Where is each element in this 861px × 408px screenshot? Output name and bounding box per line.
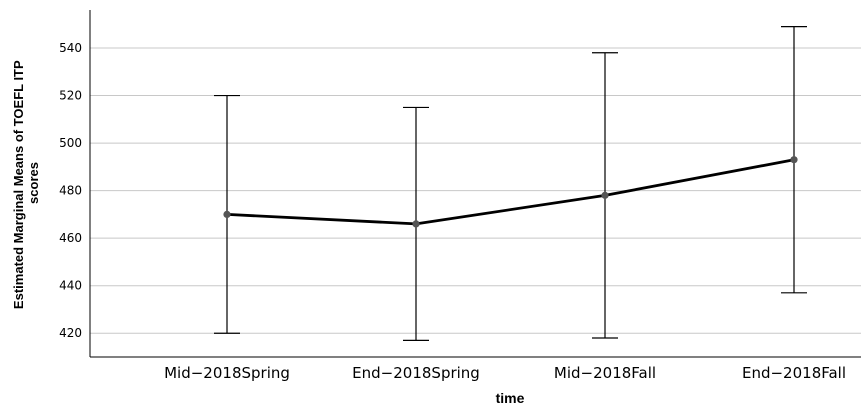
y-tick-label: 460 (59, 231, 82, 245)
y-axis-title: Estimated Marginal Means of TOEFL ITP sc… (11, 57, 41, 309)
y-tick-label: 480 (59, 184, 82, 198)
x-category-label: End−2018Spring (352, 364, 480, 382)
data-point (601, 191, 609, 199)
y-tick-labels: 420 440 460 480 500 520 540 (59, 41, 82, 340)
x-category-label: End−2018Fall (742, 364, 846, 382)
x-category-labels: Mid−2018Spring End−2018Spring Mid−2018Fall… (164, 364, 846, 382)
error-bars (214, 26, 807, 341)
y-axis-title-line-1: Estimated Marginal Means of TOEFL ITP (11, 60, 26, 309)
y-tick-label: 500 (59, 136, 82, 150)
y-tick-label: 440 (59, 279, 82, 293)
gridlines (90, 47, 861, 334)
y-tick-label: 540 (59, 41, 82, 55)
series-polyline (226, 158, 795, 226)
series-line (226, 158, 795, 226)
data-point (223, 210, 231, 218)
data-points (223, 156, 798, 228)
y-tick-label: 520 (59, 89, 82, 103)
y-axis-title-line-2: scores (26, 162, 41, 204)
x-axis-title: time (496, 390, 525, 406)
x-category-label: Mid−2018Spring (164, 364, 290, 382)
x-category-label: Mid−2018Fall (554, 364, 656, 382)
data-point (790, 156, 798, 164)
data-point (412, 220, 420, 228)
y-tick-label: 420 (59, 326, 82, 340)
